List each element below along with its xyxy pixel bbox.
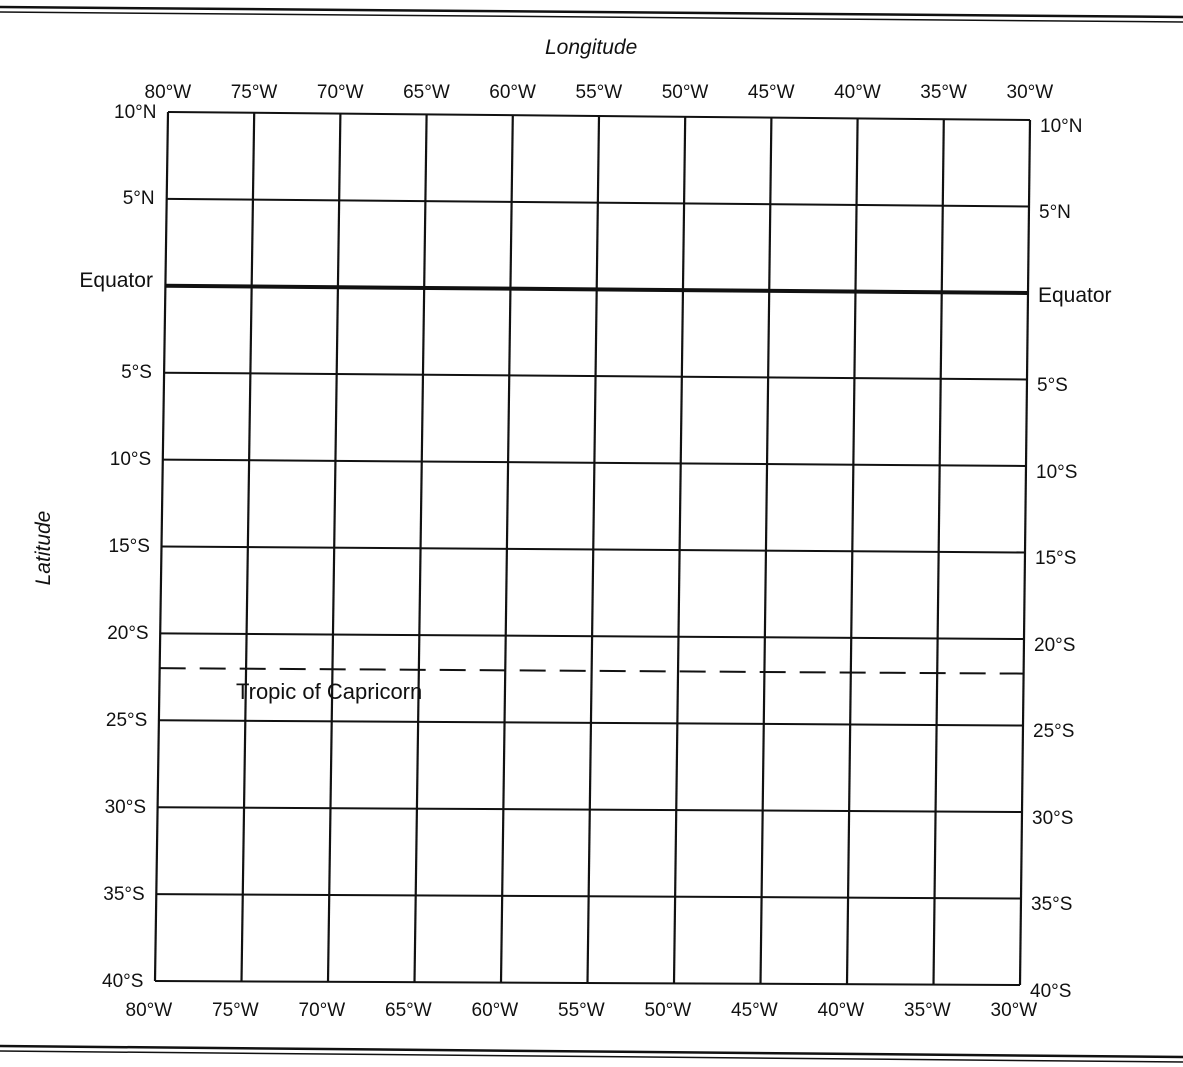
latitude-label-right: 15°S	[1035, 548, 1077, 569]
longitude-label-top: 70°W	[316, 81, 364, 103]
longitude-label-top: 50°W	[661, 81, 709, 103]
latitude-label-right: 5°S	[1037, 375, 1068, 396]
latitude-label-right: 20°S	[1034, 634, 1076, 656]
longitude-label-bottom: 70°W	[298, 999, 346, 1021]
longitude-label-top: 45°W	[747, 81, 795, 103]
latitude-label-left: Equator	[79, 269, 153, 293]
latitude-label-left: 5°S	[121, 362, 152, 384]
latitude-label-left: 30°S	[104, 796, 146, 818]
latitude-title: Latitude	[32, 510, 55, 586]
parallel-line	[154, 980, 1021, 986]
latitude-label-right: 10°N	[1040, 115, 1083, 137]
latitude-label-left: 15°S	[108, 536, 150, 557]
tropic-of-capricorn-label: Tropic of Capricorn	[236, 679, 423, 704]
longitude-label-top: 35°W	[920, 81, 967, 103]
parallel-line	[167, 111, 1031, 121]
latitude-label-right: 25°S	[1033, 721, 1075, 742]
top-border	[0, 5, 1183, 23]
parallel-line	[156, 893, 1022, 900]
latitude-label-right: 10°S	[1036, 461, 1078, 483]
longitude-label-bottom: 35°W	[904, 999, 951, 1021]
latitude-label-right: 40°S	[1030, 980, 1072, 1002]
latitude-label-right: 35°S	[1031, 894, 1073, 915]
longitude-label-bottom: 45°W	[731, 999, 778, 1021]
longitude-label-top: 60°W	[489, 81, 536, 103]
parallel-line	[160, 632, 1025, 640]
latitude-label-left: 25°S	[105, 709, 148, 731]
latitude-label-right: 5°N	[1039, 202, 1071, 223]
longitude-label-bottom: 50°W	[644, 999, 692, 1021]
longitude-label-top: 30°W	[1006, 81, 1054, 103]
longitude-label-top: 75°W	[230, 81, 278, 103]
longitude-label-bottom: 80°W	[125, 999, 173, 1021]
grid-lines	[153, 111, 1032, 986]
longitude-label-top: 55°W	[575, 81, 623, 103]
parallel-line	[157, 806, 1023, 813]
latitude-label-left: 10°S	[109, 449, 152, 471]
longitude-label-top: 80°W	[144, 81, 192, 103]
longitude-label-top: 40°W	[834, 81, 881, 103]
parallel-line	[158, 719, 1024, 727]
longitude-label-bottom: 60°W	[471, 999, 519, 1021]
longitude-label-bottom: 65°W	[385, 999, 432, 1021]
parallel-line	[166, 197, 1030, 208]
parallel-line	[164, 371, 1028, 381]
latitude-label-left: 35°S	[103, 883, 145, 905]
latitude-label-left: 40°S	[102, 970, 144, 992]
parallel-line	[161, 545, 1026, 554]
longitude-label-top: 65°W	[403, 81, 450, 103]
longitude-title: Longitude	[545, 36, 638, 59]
latitude-label-right: Equator	[1038, 283, 1112, 307]
equator-line	[165, 283, 1029, 295]
tropic-of-capricorn-line	[159, 667, 1024, 675]
parallel-line	[162, 458, 1027, 467]
latitude-label-right: 30°S	[1032, 807, 1074, 829]
bottom-border	[0, 1044, 1183, 1063]
longitude-label-bottom: 55°W	[558, 999, 605, 1021]
longitude-label-bottom: 30°W	[990, 999, 1038, 1021]
longitude-label-bottom: 75°W	[212, 999, 259, 1021]
longitude-label-bottom: 40°W	[817, 999, 865, 1021]
latitude-label-left: 5°N	[122, 188, 155, 210]
latitude-label-left: 10°N	[114, 101, 157, 123]
latitude-label-left: 20°S	[107, 622, 149, 644]
